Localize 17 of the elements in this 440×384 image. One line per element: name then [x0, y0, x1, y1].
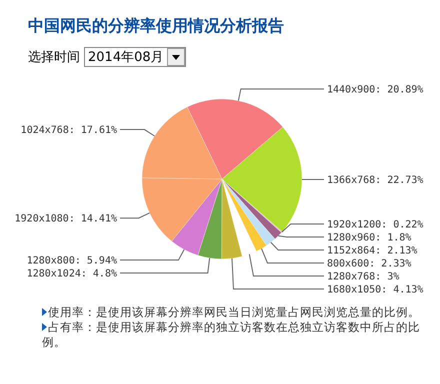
slice-label: 1920x1080: 14.41% — [14, 214, 117, 225]
slice-label: 1680x1050: 4.13% — [327, 284, 424, 296]
text: 使用率：是使用该屏幕分辨率网民当日浏览量占网民浏览总量的比例。 — [47, 305, 421, 320]
slice-label: 1280x800: 5.94% — [26, 256, 117, 267]
slice-label: 1366x768: 22.73% — [327, 175, 424, 186]
slice-label: 1024x768: 17.61% — [20, 125, 117, 136]
text: 占有率：是使用该屏幕分辨率的独立访客数在总独立访客数中所占的比例。 — [42, 320, 421, 350]
slice-label: 1280x1024: 4.8% — [26, 268, 117, 280]
slice-label: 1152x864: 2.13% — [327, 246, 418, 256]
slice-label: 1280x960: 1.8% — [327, 232, 412, 244]
slice-label: 1440x900: 20.89% — [327, 84, 424, 96]
slice-label: 800x600: 2.33% — [327, 258, 412, 270]
chart-title: 中国网民的分辨率使用情况分析报告 — [28, 16, 285, 37]
slice-label: 1280x768: 3% — [327, 272, 400, 282]
slice-label: 1920x1200: 0.22% — [327, 220, 424, 230]
text: 2014年08月 — [87, 49, 165, 66]
text: 选择时间 — [28, 49, 80, 66]
